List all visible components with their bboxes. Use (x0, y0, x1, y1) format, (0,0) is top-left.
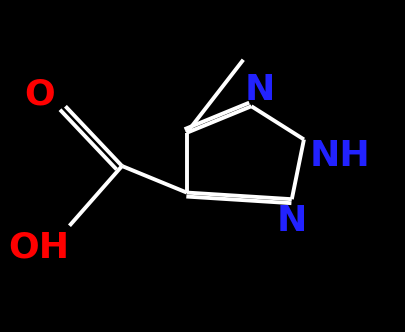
Text: N: N (277, 204, 307, 238)
Text: O: O (24, 78, 55, 112)
Text: NH: NH (310, 139, 371, 173)
Text: N: N (244, 73, 275, 107)
Text: OH: OH (9, 230, 70, 264)
